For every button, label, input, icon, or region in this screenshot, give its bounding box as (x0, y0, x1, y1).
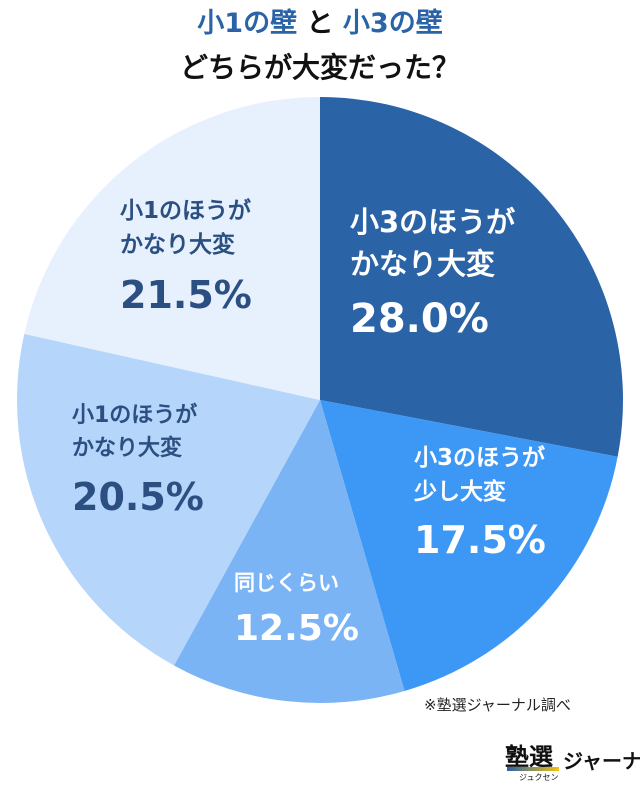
pie-slice (17, 333, 321, 666)
slice-value-label: 20.5% (72, 475, 204, 519)
slice-label: 小1のほうが (120, 197, 251, 224)
title-part1: 小1の壁 (197, 8, 298, 39)
brand-kana: ジャーナル (563, 749, 640, 773)
slice-label: 同じくらい (234, 571, 339, 595)
source-note: ※塾選ジャーナル調べ (424, 696, 571, 714)
chart-title-line1: 小1の壁 と 小3の壁 (0, 4, 640, 44)
title-part2: 小3の壁 (342, 8, 443, 39)
slice-label: かなり大変 (72, 435, 182, 461)
slice-value-label: 28.0% (350, 296, 489, 342)
brand-logo: 塾選 ジュクセン ジャーナル (505, 737, 640, 787)
title-connector: と (306, 8, 334, 39)
slice-label: かなり大変 (120, 231, 235, 258)
slice-value-label: 12.5% (234, 608, 359, 649)
pie-slice (174, 400, 405, 704)
slice-value-label: 17.5% (414, 518, 546, 562)
slice-label: 少し大変 (413, 478, 506, 505)
pie-slice (24, 97, 321, 400)
brand-ruby: ジュクセン (519, 773, 559, 782)
slice-value-label: 21.5% (120, 273, 252, 317)
slice-label: かなり大変 (350, 247, 495, 281)
slice-label: 小3のほうが (350, 205, 515, 239)
slice-label: 小1のほうが (72, 402, 197, 428)
chart-title-question: どちらが大変だった？ (179, 51, 460, 84)
pie-slice (320, 400, 618, 691)
brand-kanji: 塾選 (505, 743, 553, 771)
slice-label: 小3のほうが (414, 444, 545, 471)
brand-underline (507, 767, 559, 771)
pie-slice (320, 97, 624, 457)
